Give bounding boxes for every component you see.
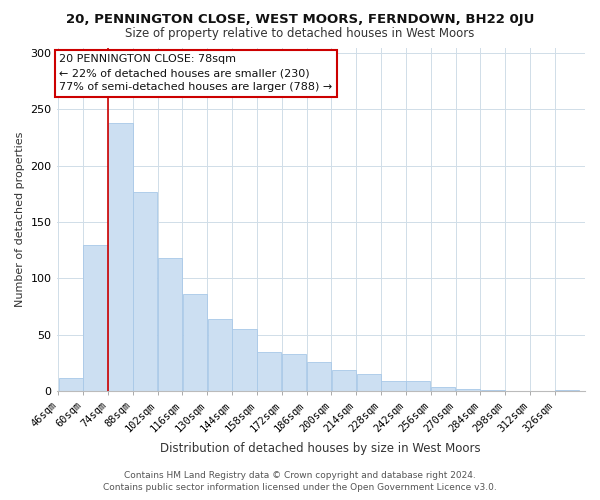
Bar [257, 352, 281, 391]
Text: 20, PENNINGTON CLOSE, WEST MOORS, FERNDOWN, BH22 0JU: 20, PENNINGTON CLOSE, WEST MOORS, FERNDO… [66, 12, 534, 26]
Bar [431, 386, 455, 391]
Bar [481, 390, 505, 391]
Bar [382, 381, 406, 391]
Bar [158, 258, 182, 391]
Text: Size of property relative to detached houses in West Moors: Size of property relative to detached ho… [125, 28, 475, 40]
Bar [108, 123, 133, 391]
Bar [232, 329, 257, 391]
Bar [183, 294, 207, 391]
Bar [332, 370, 356, 391]
Bar [83, 244, 108, 391]
Bar [307, 362, 331, 391]
Bar [208, 319, 232, 391]
Y-axis label: Number of detached properties: Number of detached properties [15, 132, 25, 307]
Text: Contains HM Land Registry data © Crown copyright and database right 2024.
Contai: Contains HM Land Registry data © Crown c… [103, 471, 497, 492]
Bar [133, 192, 157, 391]
Bar [59, 378, 83, 391]
Bar [406, 381, 430, 391]
Text: 20 PENNINGTON CLOSE: 78sqm
← 22% of detached houses are smaller (230)
77% of sem: 20 PENNINGTON CLOSE: 78sqm ← 22% of deta… [59, 54, 332, 92]
Bar [555, 390, 580, 391]
Bar [282, 354, 307, 391]
Bar [456, 389, 480, 391]
X-axis label: Distribution of detached houses by size in West Moors: Distribution of detached houses by size … [160, 442, 481, 455]
Bar [356, 374, 381, 391]
